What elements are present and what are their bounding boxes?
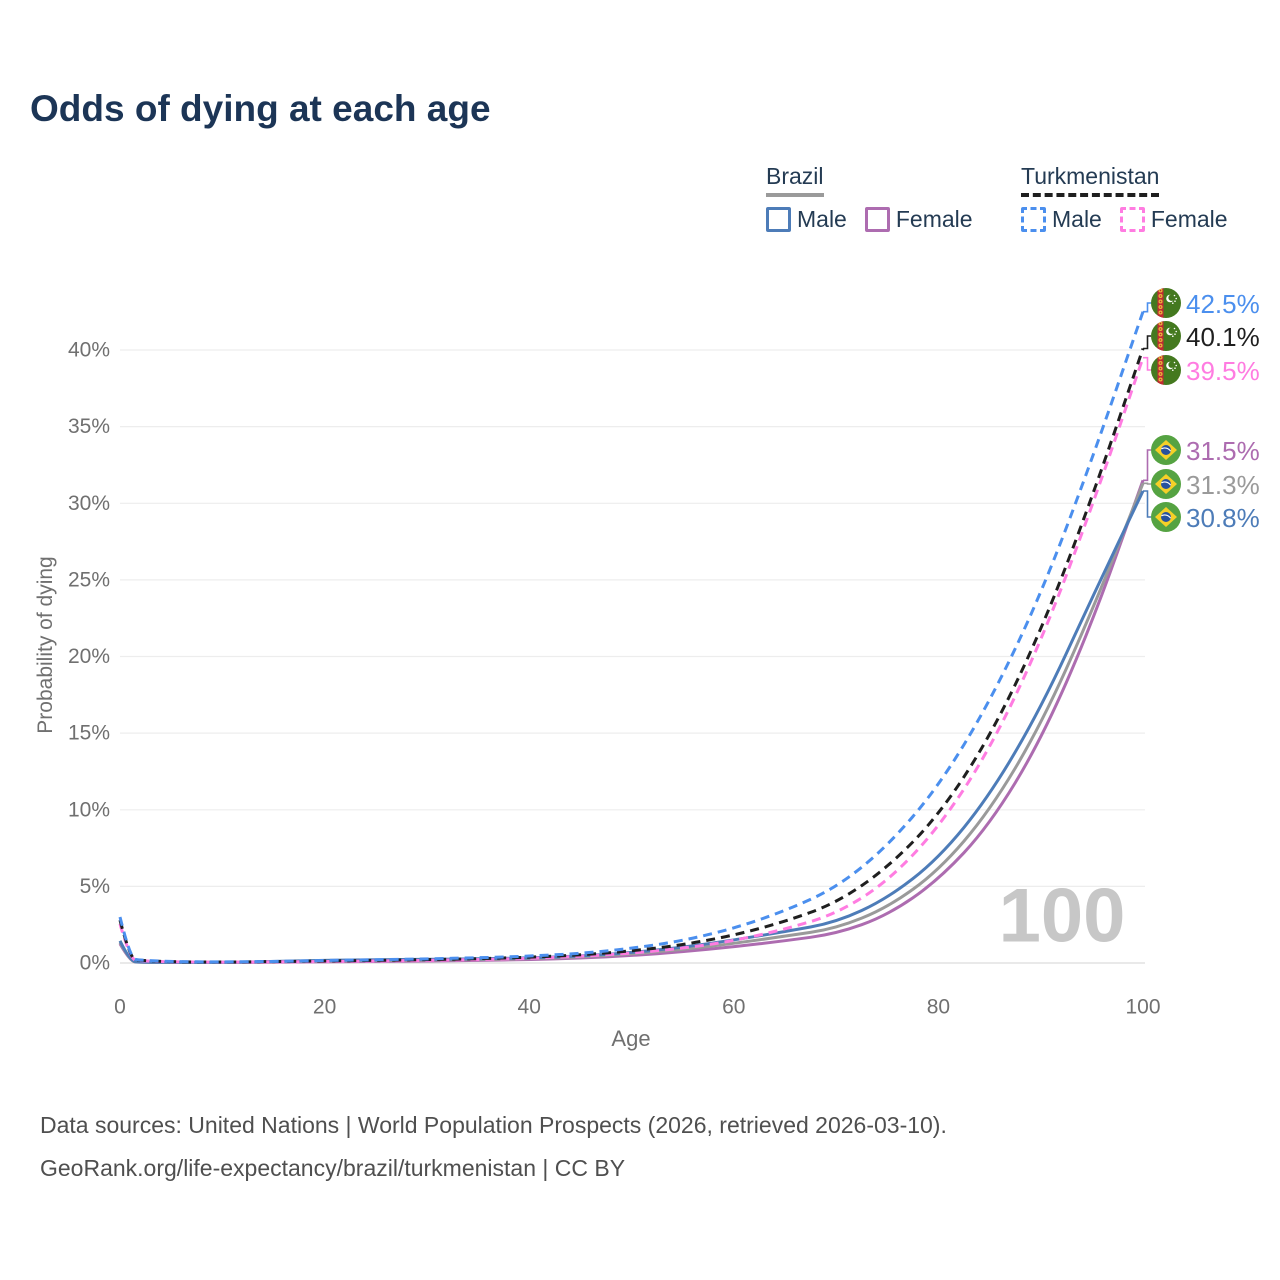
brazil-female-swatch-icon — [864, 207, 890, 232]
y-tick-label: 0% — [80, 952, 110, 975]
footer: Data sources: United Nations | World Pop… — [40, 1104, 947, 1189]
turkmenistan-flag-icon — [1151, 355, 1181, 385]
turkmenistan-flag-icon — [1151, 288, 1181, 318]
end-label-connector — [1143, 335, 1151, 350]
series-line-brazil-both[interactable] — [118, 482, 1145, 964]
series-line-turkmenistan-male[interactable] — [118, 311, 1145, 964]
brazil-flag-icon — [1151, 435, 1181, 465]
end-labels-group: 31.5% 31.3%30.8% 39.5% 40.1%42.5% — [1186, 289, 1260, 533]
x-tick-label: 0 — [114, 995, 126, 1018]
x-tick-label: 80 — [927, 995, 950, 1018]
turkmenistan-flag-icon — [1151, 321, 1181, 351]
end-label-connector — [1143, 302, 1151, 313]
series-line-brazil-female[interactable] — [118, 479, 1145, 964]
end-value-label-turkmenistan-both: 40.1% — [1186, 322, 1260, 352]
legend-turkmenistan-title[interactable]: Turkmenistan — [1021, 163, 1160, 197]
brazil-flag-icon — [1151, 469, 1181, 499]
series-line-turkmenistan-female[interactable] — [118, 357, 1145, 964]
x-tick-label: 100 — [1125, 995, 1160, 1018]
y-tick-label: 5% — [80, 875, 110, 898]
x-tick-label: 20 — [313, 995, 336, 1018]
end-value-label-turkmenistan-female: 39.5% — [1186, 356, 1260, 386]
y-tick-label: 35% — [68, 415, 110, 438]
end-value-label-brazil-female: 31.5% — [1186, 436, 1260, 466]
flags-group — [1151, 288, 1181, 532]
brazil-male-swatch-icon — [766, 207, 791, 232]
brazil-flag-icon — [1151, 502, 1181, 532]
legend-brazil-items: Male Female — [766, 206, 973, 233]
legend-turkmenistan-female-label: Female — [1150, 206, 1228, 232]
series-group — [118, 311, 1145, 964]
axis-ticks-group: 0% 5% 10% 15% 20% 25% 30% 35% 40% 0 20 40 60 80 100 — [68, 339, 1161, 1019]
end-label-connector — [1143, 482, 1151, 485]
legend-brazil-female-label: Female — [895, 206, 973, 232]
connectors-group — [1143, 302, 1151, 518]
legend-turkmenistan-male[interactable]: Male — [1021, 206, 1102, 233]
series-line-turkmenistan-both[interactable] — [118, 348, 1145, 964]
footer-attribution-line: GeoRank.org/life-expectancy/brazil/turkm… — [40, 1154, 626, 1181]
y-tick-label: 20% — [68, 645, 110, 668]
end-value-label-turkmenistan-male: 42.5% — [1186, 289, 1260, 319]
legend-brazil-male[interactable]: Male — [766, 206, 847, 233]
legend-brazil-title[interactable]: Brazil — [766, 163, 824, 197]
x-tick-label: 40 — [518, 995, 541, 1018]
y-tick-label: 25% — [68, 568, 110, 591]
x-axis-title: Age — [611, 1026, 651, 1051]
legend-turkmenistan-male-label: Male — [1052, 206, 1102, 232]
y-tick-label: 10% — [68, 798, 110, 821]
x-tick-label: 60 — [722, 995, 745, 1018]
end-value-label-brazil-male: 30.8% — [1186, 503, 1260, 533]
legend-brazil-female[interactable]: Female — [864, 206, 973, 233]
legend-turkmenistan-items: Male Female — [1021, 206, 1228, 233]
footer-sources-line: Data sources: United Nations | World Pop… — [40, 1112, 947, 1138]
end-value-label-brazil-both: 31.3% — [1186, 470, 1260, 500]
page-title: Odds of dying at each age — [30, 88, 491, 129]
end-label-connector — [1143, 490, 1151, 518]
legend-group-brazil: Brazil Male Female — [766, 163, 973, 233]
turkmenistan-female-swatch-icon — [1119, 207, 1145, 232]
turkmenistan-male-swatch-icon — [1021, 207, 1046, 232]
end-label-connector — [1143, 356, 1151, 371]
series-line-brazil-male[interactable] — [118, 490, 1145, 964]
gridlines-group — [120, 349, 1145, 964]
y-tick-label: 30% — [68, 492, 110, 515]
legend-turkmenistan-female[interactable]: Female — [1119, 206, 1228, 233]
end-label-connector — [1143, 449, 1151, 482]
legend-group-turkmenistan: Turkmenistan Male Female — [1021, 163, 1228, 233]
y-tick-label: 40% — [68, 339, 110, 362]
legend-brazil-male-label: Male — [797, 206, 847, 232]
y-tick-label: 15% — [68, 722, 110, 745]
